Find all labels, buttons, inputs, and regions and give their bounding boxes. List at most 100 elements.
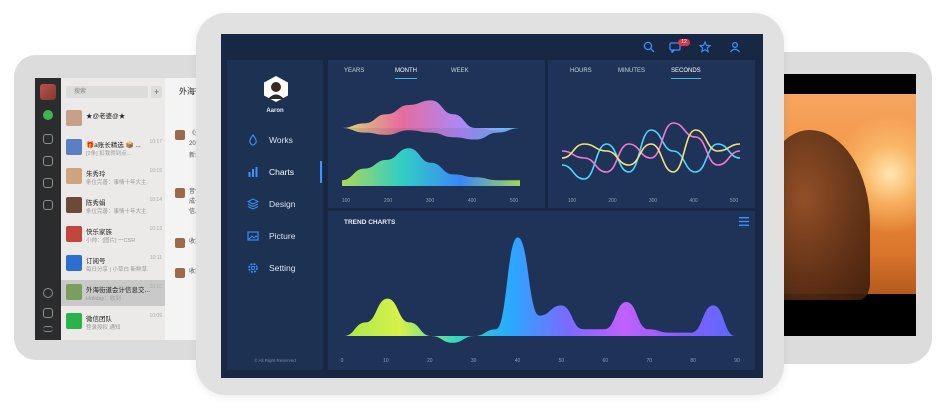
message-text: 《外 xyxy=(189,131,202,137)
box-icon[interactable] xyxy=(43,156,53,166)
chat-name: 朱秀玲 xyxy=(86,171,106,178)
line-series xyxy=(561,129,741,173)
chat-avatar xyxy=(66,197,82,213)
x-tick-label: 300 xyxy=(649,198,658,204)
tab-week[interactable]: WEEK xyxy=(451,68,469,74)
chat-preview: 每日分享 | 小草白 新鲜草... xyxy=(86,267,148,273)
phone-icon[interactable] xyxy=(43,308,53,318)
chat-time: 10:10 xyxy=(149,284,162,290)
drop-icon xyxy=(249,134,257,146)
chat-sidebar-rail xyxy=(35,78,61,340)
panel-seconds: HOURS MINUTES SECONDS 100 200 300 400 500 xyxy=(548,60,755,208)
menu-icon[interactable] xyxy=(739,217,749,226)
chat-name: 陈秀娟 xyxy=(86,200,106,207)
tab-minutes[interactable]: MINUTES xyxy=(618,68,645,74)
x-tick-label: 400 xyxy=(689,198,698,204)
x-tick-label: 10 xyxy=(383,358,389,364)
x-tick-label: 70 xyxy=(646,358,652,364)
x-tick-label: 100 xyxy=(342,198,351,204)
contacts-icon[interactable] xyxy=(43,134,53,144)
chat-list-item[interactable]: 微信团队 登录授权 通知 10:09 xyxy=(61,309,165,335)
settings-icon[interactable] xyxy=(43,200,53,210)
chat-name: 订阅号 xyxy=(86,258,106,265)
wave-area-upper-mirror xyxy=(342,128,520,140)
menu-icon[interactable] xyxy=(43,326,53,332)
chat-list: 搜索 + ★@老婆@★ 🎁a账长精选 📦 ... [2条] 扣我得到点... 10:1… xyxy=(61,78,166,340)
chat-list-item[interactable]: 朱秀玲 条位完善：事情十年大主... 10:15 xyxy=(61,164,165,190)
tab-month[interactable]: MONTH xyxy=(395,68,417,79)
tab-hours[interactable]: HOURS xyxy=(570,68,592,74)
folder-icon[interactable] xyxy=(43,178,53,188)
chat-avatar xyxy=(66,226,82,242)
layers-icon xyxy=(247,198,259,210)
wave-area-lower xyxy=(342,148,520,186)
picture-icon xyxy=(247,231,259,241)
seconds-line-chart: 100 200 300 400 500 xyxy=(561,122,741,204)
chat-list-item[interactable]: 快乐家族 小帅：[图片] 一CSR 10:13 xyxy=(61,222,165,248)
chat-preview: 小帅：[图片] 一CSR xyxy=(86,238,136,244)
chat-list-item[interactable]: 陈秀娟条位完善：事情十年大主... 10:14 xyxy=(61,193,165,219)
chat-list-item[interactable]: 订阅号 每日分享 | 小草白 新鲜草... 10:11 xyxy=(61,251,165,277)
trend-title: TREND CHARTS xyxy=(344,219,396,226)
chat-time: 10:14 xyxy=(149,197,162,203)
chat-name: 外海街道会计信息交... xyxy=(86,287,150,294)
x-tick-label: 400 xyxy=(468,198,477,204)
chat-time: 10:17 xyxy=(149,139,162,145)
chat-preview: Holiday：收到 xyxy=(86,296,121,302)
chat-time: 10:15 xyxy=(149,168,162,174)
add-button[interactable]: + xyxy=(151,86,162,98)
trend-area xyxy=(344,237,735,343)
chat-time: 10:09 xyxy=(149,313,162,319)
dashboard-screen: 12 Aaron Works Charts Design xyxy=(221,34,763,378)
nav-label: Charts xyxy=(269,167,295,177)
chat-list-item[interactable]: 🎁a账长精选 📦 ... [2条] 扣我得到点... 10:17 xyxy=(61,135,165,161)
chat-icon[interactable] xyxy=(43,110,53,120)
trend-area-chart: 0 10 20 30 40 50 60 70 80 90 xyxy=(341,237,740,364)
x-tick-label: 80 xyxy=(690,358,696,364)
bar-chart-icon xyxy=(248,167,258,177)
tab-years[interactable]: YEARS xyxy=(344,68,365,74)
nav-label: Setting xyxy=(269,263,296,273)
chat-name: ★@老婆@★ xyxy=(86,113,126,120)
search-input[interactable]: 搜索 xyxy=(66,86,148,98)
avatar[interactable] xyxy=(263,76,289,102)
nav-item-design[interactable]: Design xyxy=(227,193,323,215)
compass-icon[interactable] xyxy=(43,288,53,298)
nav-label: Picture xyxy=(269,231,296,241)
nav-item-picture[interactable]: Picture xyxy=(227,225,323,247)
x-tick-label: 40 xyxy=(515,358,521,364)
search-icon[interactable] xyxy=(643,41,655,53)
star-icon[interactable] xyxy=(699,41,711,53)
x-tick-label: 100 xyxy=(568,198,577,204)
chat-name: 快乐家族 xyxy=(86,229,112,236)
message-text: 收到 xyxy=(189,269,202,275)
chat-list-item[interactable]: ★@老婆@★ xyxy=(61,106,165,132)
dashboard-sidebar: Aaron Works Charts Design Picture Settin… xyxy=(227,60,323,370)
line-series xyxy=(561,122,741,173)
x-tick-label: 20 xyxy=(427,358,433,364)
x-tick-label: 300 xyxy=(426,198,435,204)
month-wave-chart: 100 200 300 400 500 xyxy=(342,100,520,204)
message-badge: 12 xyxy=(678,39,690,46)
nav-label: Design xyxy=(269,199,296,209)
message-icon[interactable] xyxy=(669,41,681,53)
x-tick-label: 200 xyxy=(608,198,617,204)
x-tick-label: 50 xyxy=(559,358,565,364)
nav-item-works[interactable]: Works xyxy=(227,129,323,151)
panel-trend: TREND CHARTS 0 10 20 30 40 50 60 70 80 90 xyxy=(328,211,755,370)
line-series xyxy=(561,129,741,180)
chat-avatar xyxy=(66,168,82,184)
active-indicator xyxy=(320,161,322,183)
user-name: Aaron xyxy=(266,108,284,114)
avatar[interactable] xyxy=(40,84,56,100)
tab-seconds[interactable]: SECONDS xyxy=(671,68,701,79)
user-icon[interactable] xyxy=(729,41,741,53)
chat-list-item[interactable]: 外海街道会计信息交... Holiday：收到 10:10 xyxy=(61,280,165,306)
chat-avatar xyxy=(66,255,82,271)
x-tick-label: 200 xyxy=(384,198,393,204)
x-tick-label: 60 xyxy=(603,358,609,364)
nav-item-setting[interactable]: Setting xyxy=(227,257,323,279)
nav-item-charts[interactable]: Charts xyxy=(227,161,323,183)
chat-preview: 条位完善：事情十年大主... xyxy=(86,209,148,215)
x-tick-label: 90 xyxy=(734,358,740,364)
